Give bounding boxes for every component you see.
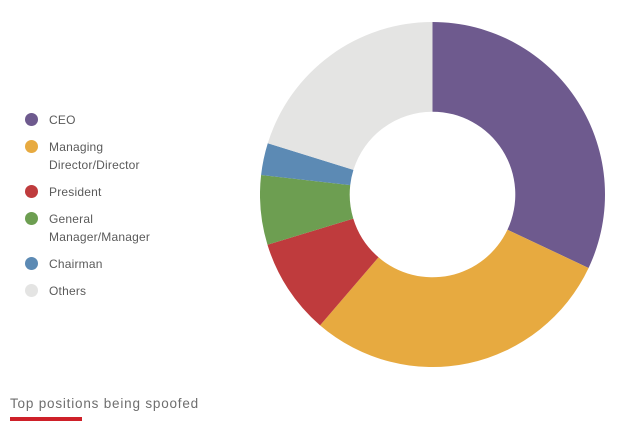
chart-legend: CEO Managing Director/Director President Ge…	[25, 111, 161, 309]
title-underline-bar	[10, 417, 82, 421]
donut-chart	[260, 22, 605, 367]
legend-swatch-others	[25, 284, 38, 297]
legend-swatch-chairman	[25, 257, 38, 270]
donut-slice-ceo	[432, 22, 605, 268]
legend-item-managing-director-director: Managing Director/Director	[25, 138, 161, 174]
donut-slice-president	[267, 218, 379, 326]
legend-label-general-manager-manager: General Manager/Manager	[49, 212, 151, 244]
legend-item-others: Others	[25, 282, 161, 300]
donut-slice-others	[267, 22, 433, 170]
legend-label-president: President	[49, 185, 102, 199]
legend-label-others: Others	[49, 284, 87, 298]
legend-label-ceo: CEO	[49, 113, 76, 127]
legend-label-chairman: Chairman	[49, 257, 103, 271]
donut-slice-chairman	[261, 143, 354, 186]
legend-swatch-president	[25, 185, 38, 198]
chart-title: Top positions being spoofed	[10, 396, 199, 411]
legend-label-managing-director-director: Managing Director/Director	[49, 140, 140, 172]
donut-slice-managing-director-director	[320, 229, 589, 367]
legend-item-ceo: CEO	[25, 111, 161, 129]
legend-swatch-ceo	[25, 113, 38, 126]
legend-item-president: President	[25, 183, 161, 201]
legend-swatch-general-manager-manager	[25, 212, 38, 225]
legend-item-general-manager-manager: General Manager/Manager	[25, 210, 161, 246]
donut-slice-general-manager-manager	[260, 175, 354, 245]
legend-item-chairman: Chairman	[25, 255, 161, 273]
legend-swatch-managing-director-director	[25, 140, 38, 153]
